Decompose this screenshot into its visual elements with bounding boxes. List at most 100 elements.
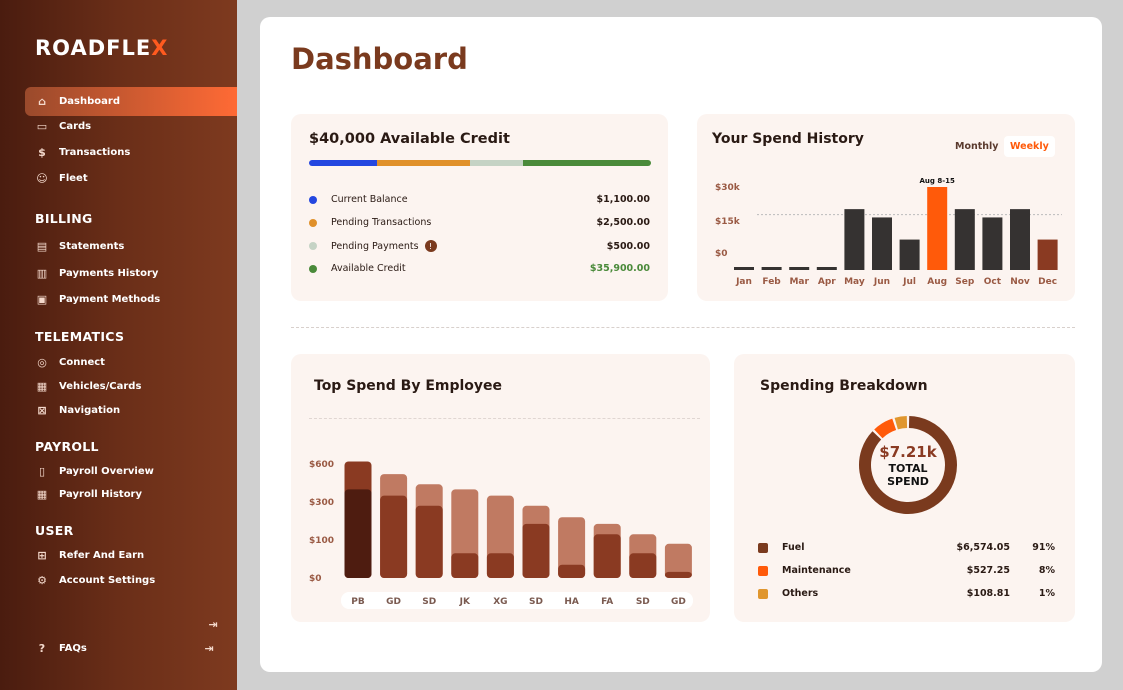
y-tick-label: $0 (309, 574, 322, 584)
label: Navigation (59, 404, 121, 416)
logout-icon: ⇥ (208, 617, 218, 631)
page-title: Dashboard (291, 42, 468, 76)
sidebar: ROADFLEX ⌂ Dashboard ▭ Cards $ Transactions… (0, 0, 237, 690)
dot-icon (309, 195, 317, 204)
bar-tooltip-label: Aug 8-15 (920, 177, 955, 185)
dot-icon (309, 218, 317, 227)
legend-fuel: Fuel $6,574.05 91% (758, 542, 1055, 553)
legend-pct: 1% (1038, 588, 1055, 599)
label: Transactions (59, 146, 131, 158)
sidebar-item-faqs[interactable]: ? FAQs (35, 641, 87, 655)
credit-progress-bar (309, 160, 651, 166)
row-value: $1,100.00 (596, 194, 651, 205)
logout-icon: ⇥ (204, 641, 214, 655)
sidebar-item-transactions[interactable]: $ Transactions (35, 145, 130, 159)
x-tick-label: Mar (789, 277, 809, 287)
divider (309, 418, 700, 419)
x-tick-label: JK (459, 597, 471, 607)
credit-row: Available Credit $35,900.00 (309, 263, 650, 274)
sidebar-item-refer-and-earn[interactable]: ⊞ Refer And Earn (35, 548, 144, 562)
row-label: Current Balance (331, 194, 408, 205)
bar-primary (522, 523, 550, 578)
credit-row: Current Balance $1,100.00 (309, 194, 650, 205)
sidebar-item-vehicles-cards[interactable]: ▦ Vehicles/Cards (35, 379, 142, 393)
bar-primary (558, 564, 586, 578)
weekly-toggle[interactable]: Weekly (1004, 136, 1055, 157)
dollar-icon: $ (38, 145, 46, 159)
sidebar-item-account-settings[interactable]: ⚙ Account Settings (35, 573, 155, 587)
bar-pending-transactions (377, 160, 470, 166)
bar-primary (486, 553, 514, 578)
gear-icon: ⚙ (37, 573, 47, 587)
gift-icon: ⊞ (37, 548, 47, 562)
x-tick-label: Jun (873, 277, 890, 287)
section-telematics: TELEMATICS (35, 329, 125, 344)
y-tick-label: $100 (309, 536, 334, 546)
legend-swatch (758, 565, 768, 576)
row-value: $500.00 (606, 240, 650, 252)
y-tick-label: $30k (715, 183, 741, 193)
legend-swatch (758, 588, 768, 599)
total-spend-label: TOTAL SPEND (887, 462, 929, 488)
home-icon: ⌂ (38, 95, 46, 108)
logo[interactable]: ROADFLEX (35, 36, 169, 60)
sidebar-item-payroll-history[interactable]: ▦ Payroll History (35, 487, 142, 501)
card-icon: ▭ (36, 119, 48, 133)
legend-amount: $108.81 (966, 588, 1010, 599)
monthly-toggle[interactable]: Monthly (955, 141, 999, 152)
donut-slice-others (894, 416, 908, 430)
x-tick-label: Nov (1010, 277, 1030, 287)
bus-icon: ▦ (36, 379, 48, 393)
sidebar-item-payments-history[interactable]: ▥ Payments History (35, 266, 159, 280)
credit-card-panel: $40,000 Available Credit Current Balance… (291, 114, 668, 301)
donut-slice-maintenance (874, 418, 897, 439)
legend-amount: $6,574.05 (956, 542, 1011, 553)
total-spend-value: $7.21k (879, 443, 937, 461)
info-icon[interactable]: ! (424, 240, 437, 252)
label: Dashboard (59, 96, 120, 107)
label: Account Settings (59, 574, 156, 586)
sidebar-item-fleet[interactable]: ☺ Fleet (35, 171, 87, 185)
bar-pending-payments (469, 160, 523, 166)
bar-current-balance (309, 160, 378, 166)
row-value: $35,900.00 (589, 263, 650, 274)
sidebar-item-payroll-overview[interactable]: ▯ Payroll Overview (35, 464, 154, 478)
bar-jun (872, 217, 892, 270)
legend-name: Maintenance (782, 565, 851, 576)
sidebar-item-connect[interactable]: ◎ Connect (35, 355, 105, 369)
row-label: Available Credit (331, 263, 406, 274)
label: Vehicles/Cards (59, 380, 142, 392)
label: Refer And Earn (59, 549, 145, 561)
document-icon: ▯ (38, 464, 46, 478)
x-tick-label: XG (493, 597, 507, 607)
logout-button-bottom[interactable]: ⇥ (202, 641, 216, 655)
x-tick-label: GD (386, 597, 401, 607)
sidebar-item-statements[interactable]: ▤ Statements (35, 239, 125, 253)
dot-icon (309, 242, 317, 250)
clipboard-icon: ▥ (36, 266, 48, 280)
sidebar-item-payment-methods[interactable]: ▣ Payment Methods (35, 292, 160, 306)
bar-jan (734, 267, 754, 270)
map-icon: ⊠ (37, 403, 47, 417)
spend-history-title: Your Spend History (712, 131, 864, 147)
bar-oct (982, 217, 1003, 270)
legend-pct: 91% (1032, 542, 1055, 553)
credit-title: $40,000 Available Credit (309, 131, 510, 147)
bar-sep (954, 209, 975, 270)
bar-jul (899, 239, 920, 270)
label: Payroll History (59, 488, 143, 500)
credit-row: Pending Payments! $500.00 (309, 240, 650, 252)
x-tick-label: Feb (762, 277, 781, 287)
donut-chart (859, 416, 957, 514)
x-tick-label: GD (671, 597, 686, 607)
employee-chart-title: Top Spend By Employee (314, 378, 503, 394)
label: Statements (59, 240, 125, 252)
y-tick-label: $0 (715, 249, 728, 259)
logout-button[interactable]: ⇥ (206, 617, 220, 631)
sidebar-item-dashboard[interactable]: ⌂ Dashboard (25, 87, 237, 116)
sidebar-item-navigation[interactable]: ⊠ Navigation (35, 403, 120, 417)
x-tick-label: SD (529, 597, 543, 607)
legend-name: Others (782, 588, 819, 599)
row-label: Pending Transactions (331, 217, 432, 228)
sidebar-item-cards[interactable]: ▭ Cards (35, 119, 91, 133)
